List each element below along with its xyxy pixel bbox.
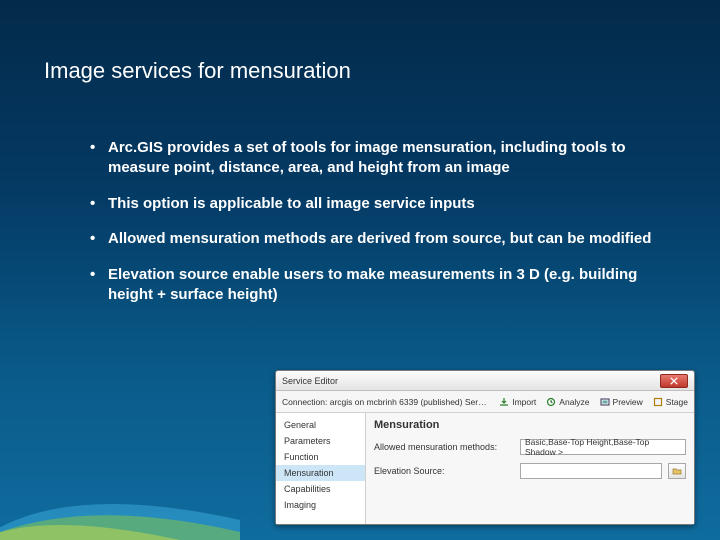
preview-icon [600, 397, 610, 407]
row-allowed-methods: Allowed mensuration methods: Basic,Base-… [374, 439, 686, 455]
folder-icon [672, 466, 682, 476]
row-elevation-source: Elevation Source: [374, 463, 686, 479]
bullet-item: Arc.GIS provides a set of tools for imag… [90, 138, 660, 178]
analyze-label: Analyze [559, 397, 589, 407]
import-label: Import [512, 397, 536, 407]
sidebar-item-mensuration[interactable]: Mensuration [276, 465, 365, 481]
preview-button[interactable]: Preview [600, 397, 643, 407]
service-editor-dialog: Service Editor Connection: arcgis on mcb… [275, 370, 695, 525]
sidebar-item-general[interactable]: General [276, 417, 365, 433]
import-button[interactable]: Import [499, 397, 536, 407]
sidebar-item-capabilities[interactable]: Capabilities [276, 481, 365, 497]
analyze-icon [546, 397, 556, 407]
allowed-methods-label: Allowed mensuration methods: [374, 442, 514, 452]
stage-icon [653, 397, 663, 407]
sidebar-item-imaging[interactable]: Imaging [276, 497, 365, 513]
sidebar-item-parameters[interactable]: Parameters [276, 433, 365, 449]
dialog-toolbar: Connection: arcgis on mcbrinh 6339 (publ… [276, 391, 694, 413]
slide: Image services for mensuration Arc.GIS p… [0, 0, 720, 540]
dialog-sidebar: General Parameters Function Mensuration … [276, 413, 366, 524]
decorative-swoosh [0, 460, 240, 540]
stage-label: Stage [666, 397, 688, 407]
bullet-item: Allowed mensuration methods are derived … [90, 229, 660, 249]
bullet-list: Arc.GIS provides a set of tools for imag… [90, 138, 660, 321]
bullet-item: Elevation source enable users to make me… [90, 265, 660, 305]
slide-title: Image services for mensuration [44, 58, 351, 84]
allowed-methods-input[interactable]: Basic,Base-Top Height,Base-Top Shadow > [520, 439, 686, 455]
dialog-title: Service Editor [282, 376, 338, 386]
stage-button[interactable]: Stage [653, 397, 688, 407]
connection-label: Connection: arcgis on mcbrinh 6339 (publ… [282, 397, 489, 407]
elevation-source-label: Elevation Source: [374, 466, 514, 476]
panel-heading: Mensuration [374, 419, 686, 431]
elevation-source-browse-button[interactable] [668, 463, 686, 479]
close-icon [670, 377, 678, 385]
dialog-main-panel: Mensuration Allowed mensuration methods:… [366, 413, 694, 524]
dialog-titlebar: Service Editor [276, 371, 694, 391]
dialog-body: General Parameters Function Mensuration … [276, 413, 694, 524]
bullet-item: This option is applicable to all image s… [90, 194, 660, 214]
analyze-button[interactable]: Analyze [546, 397, 589, 407]
elevation-source-input[interactable] [520, 463, 662, 479]
close-button[interactable] [660, 374, 688, 388]
preview-label: Preview [613, 397, 643, 407]
import-icon [499, 397, 509, 407]
sidebar-item-function[interactable]: Function [276, 449, 365, 465]
